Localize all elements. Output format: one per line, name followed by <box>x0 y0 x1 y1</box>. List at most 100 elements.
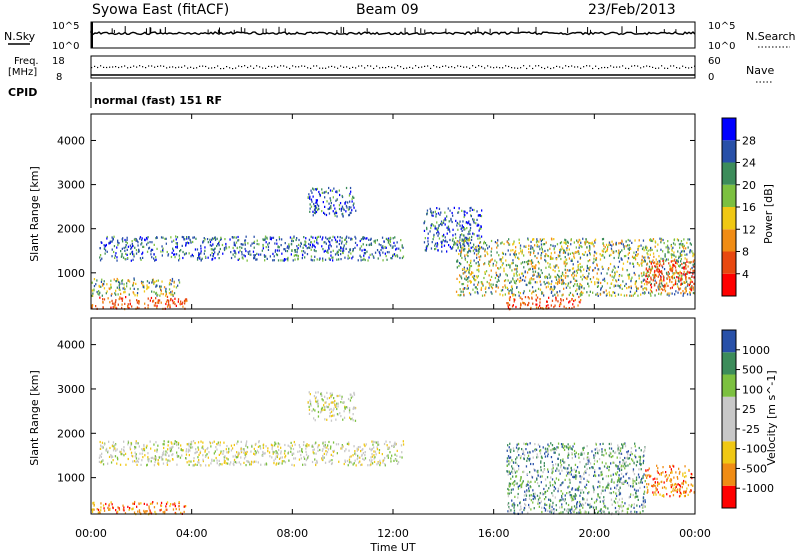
data-cell <box>489 285 490 287</box>
data-cell <box>170 298 171 300</box>
data-cell <box>648 292 649 294</box>
data-cell <box>214 441 215 443</box>
data-cell <box>100 454 101 456</box>
data-cell <box>151 291 152 293</box>
data-cell <box>603 248 604 250</box>
data-cell <box>125 464 126 466</box>
freq-dot <box>301 65 302 66</box>
data-cell <box>607 466 608 468</box>
data-cell <box>117 244 118 246</box>
data-cell <box>652 274 653 276</box>
data-cell <box>532 262 533 264</box>
data-cell <box>482 283 483 285</box>
data-cell <box>500 258 501 260</box>
data-cell <box>332 455 333 457</box>
data-cell <box>331 239 332 241</box>
data-cell <box>549 248 550 250</box>
data-cell <box>188 242 189 244</box>
data-cell <box>644 283 645 285</box>
data-cell <box>489 274 490 276</box>
data-cell <box>159 285 160 287</box>
data-cell <box>246 440 247 442</box>
data-cell <box>163 447 164 449</box>
data-cell <box>472 218 473 220</box>
data-cell <box>132 460 133 462</box>
data-cell <box>658 293 659 295</box>
data-cell <box>321 245 322 247</box>
data-cell <box>387 251 388 253</box>
colorbar-tick-label: 12 <box>742 223 756 236</box>
data-cell <box>639 264 640 266</box>
data-cell <box>554 305 555 307</box>
data-cell <box>113 459 114 461</box>
data-cell <box>457 212 458 214</box>
data-cell <box>508 264 509 266</box>
data-cell <box>339 208 340 210</box>
freq-dot <box>247 67 248 68</box>
data-cell <box>618 505 619 507</box>
data-cell <box>557 243 558 245</box>
data-cell <box>228 458 229 460</box>
freq-dot <box>157 66 158 67</box>
data-cell <box>609 291 610 293</box>
data-cell <box>629 463 630 465</box>
data-cell <box>543 488 544 490</box>
data-cell <box>328 192 329 194</box>
data-cell <box>641 272 642 274</box>
data-cell <box>647 263 648 265</box>
freq-dot <box>475 67 476 68</box>
data-cell <box>575 290 576 292</box>
data-cell <box>627 244 628 246</box>
data-cell <box>615 295 616 297</box>
data-cell <box>619 505 620 507</box>
data-cell <box>457 240 458 242</box>
data-cell <box>524 458 525 460</box>
freq-dot <box>667 68 668 69</box>
data-cell <box>664 268 665 270</box>
data-cell <box>568 254 569 256</box>
data-cell <box>538 485 539 487</box>
data-cell <box>441 224 442 226</box>
data-cell <box>474 219 475 221</box>
data-cell <box>590 242 591 244</box>
data-cell <box>330 207 331 209</box>
data-cell <box>265 445 266 447</box>
data-cell <box>568 509 569 511</box>
data-cell <box>518 258 519 260</box>
data-cell <box>146 284 147 286</box>
data-cell <box>484 294 485 296</box>
data-cell <box>648 282 649 284</box>
data-cell <box>666 246 667 248</box>
freq-dot <box>436 66 437 67</box>
data-cell <box>539 446 540 448</box>
data-cell <box>672 293 673 295</box>
data-cell <box>636 251 637 253</box>
data-cell <box>580 276 581 278</box>
data-cell <box>610 244 611 246</box>
freq-dot <box>175 67 176 68</box>
data-cell <box>544 453 545 455</box>
data-cell <box>663 263 664 265</box>
data-cell <box>604 257 605 259</box>
data-cell <box>684 245 685 247</box>
freq-dot <box>412 68 413 69</box>
data-cell <box>355 210 356 212</box>
data-cell <box>629 274 630 276</box>
data-cell <box>503 268 504 270</box>
data-cell <box>132 245 133 247</box>
data-cell <box>677 259 678 261</box>
data-cell <box>521 486 522 488</box>
freq-dot <box>208 68 209 69</box>
data-cell <box>460 255 461 257</box>
freq-dot <box>352 67 353 68</box>
data-cell <box>517 278 518 280</box>
data-cell <box>284 444 285 446</box>
data-cell <box>638 287 639 289</box>
data-cell <box>121 255 122 257</box>
data-cell <box>195 238 196 240</box>
data-cell <box>301 243 302 245</box>
data-cell <box>545 253 546 255</box>
data-cell <box>241 450 242 452</box>
data-cell <box>474 233 475 235</box>
data-cell <box>373 255 374 257</box>
